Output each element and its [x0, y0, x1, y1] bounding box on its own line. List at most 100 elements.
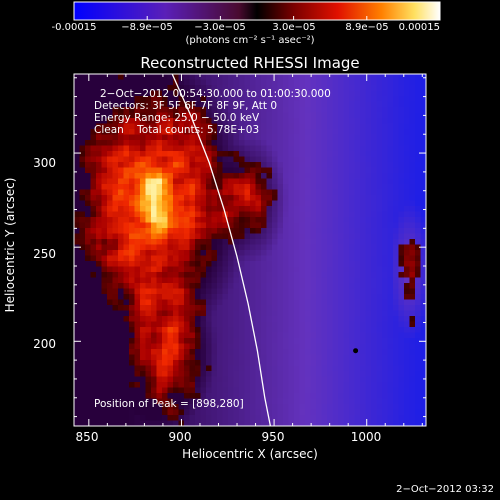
- heatmap-cell: [398, 266, 405, 273]
- heatmap-cell: [195, 211, 202, 218]
- heatmap-cell: [211, 404, 218, 411]
- heatmap-cell: [365, 321, 372, 328]
- heatmap-cell: [349, 107, 356, 114]
- heatmap-cell: [371, 96, 378, 103]
- heatmap-cell: [332, 354, 339, 361]
- heatmap-cell: [90, 354, 97, 361]
- heatmap-cell: [145, 184, 152, 191]
- heatmap-cell: [398, 250, 405, 257]
- heatmap-cell: [167, 217, 174, 224]
- heatmap-cell: [376, 360, 383, 367]
- heatmap-cell: [343, 200, 350, 207]
- heatmap-cell: [420, 321, 426, 328]
- heatmap-cell: [349, 272, 356, 279]
- heatmap-cell: [420, 217, 426, 224]
- heatmap-cell: [321, 200, 328, 207]
- heatmap-cell: [404, 420, 411, 426]
- heatmap-cell: [85, 338, 92, 345]
- heatmap-cell: [222, 305, 229, 312]
- heatmap-cell: [79, 338, 86, 345]
- heatmap-cell: [112, 349, 119, 356]
- heatmap-cell: [415, 354, 422, 361]
- heatmap-cell: [371, 316, 378, 323]
- heatmap-cell: [266, 228, 273, 235]
- heatmap-cell: [404, 145, 411, 152]
- heatmap-cell: [398, 305, 405, 312]
- heatmap-cell: [420, 305, 426, 312]
- heatmap-cell: [151, 85, 158, 92]
- heatmap-cell: [404, 415, 411, 422]
- heatmap-cell: [140, 85, 147, 92]
- heatmap-cell: [211, 343, 218, 350]
- heatmap-cell: [96, 123, 103, 130]
- heatmap-cell: [272, 145, 279, 152]
- heatmap-cell: [255, 189, 262, 196]
- heatmap-cell: [310, 233, 317, 240]
- heatmap-cell: [107, 283, 114, 290]
- heatmap-cell: [420, 415, 426, 422]
- heatmap-cell: [365, 123, 372, 130]
- heatmap-cell: [349, 354, 356, 361]
- heatmap-cell: [189, 343, 196, 350]
- heatmap-cell: [112, 129, 119, 136]
- heatmap-cell: [239, 217, 246, 224]
- heatmap-cell: [272, 310, 279, 317]
- heatmap-cell: [85, 266, 92, 273]
- heatmap-cell: [134, 294, 141, 301]
- heatmap-cell: [371, 101, 378, 108]
- heatmap-cell: [299, 360, 306, 367]
- heatmap-cell: [310, 250, 317, 257]
- heatmap-cell: [332, 195, 339, 202]
- heatmap-cell: [222, 332, 229, 339]
- heatmap-cell: [321, 151, 328, 158]
- heatmap-cell: [178, 184, 185, 191]
- heatmap-cell: [376, 222, 383, 229]
- heatmap-cell: [277, 107, 284, 114]
- heatmap-cell: [156, 200, 163, 207]
- heatmap-cell: [349, 360, 356, 367]
- heatmap-cell: [206, 140, 213, 147]
- heatmap-cell: [162, 112, 169, 119]
- heatmap-cell: [217, 305, 224, 312]
- heatmap-cell: [151, 184, 158, 191]
- heatmap-cell: [393, 354, 400, 361]
- heatmap-cell: [211, 74, 218, 81]
- heatmap-cell: [189, 96, 196, 103]
- heatmap-cell: [294, 327, 301, 334]
- heatmap-cell: [272, 321, 279, 328]
- heatmap-cell: [140, 382, 147, 389]
- heatmap-cell: [288, 222, 295, 229]
- heatmap-cell: [173, 272, 180, 279]
- heatmap-cell: [233, 321, 240, 328]
- heatmap-cell: [310, 316, 317, 323]
- heatmap-cell: [277, 140, 284, 147]
- heatmap-cell: [327, 178, 334, 185]
- heatmap-cell: [112, 239, 119, 246]
- heatmap-cell: [376, 415, 383, 422]
- heatmap-cell: [338, 189, 345, 196]
- heatmap-cell: [162, 167, 169, 174]
- heatmap-cell: [118, 404, 125, 411]
- heatmap-cell: [123, 250, 130, 257]
- heatmap-cell: [206, 239, 213, 246]
- heatmap-cell: [156, 211, 163, 218]
- heatmap-cell: [239, 244, 246, 251]
- heatmap-cell: [112, 261, 119, 268]
- heatmap-cell: [101, 387, 108, 394]
- heatmap-cell: [112, 338, 119, 345]
- heatmap-cell: [255, 217, 262, 224]
- heatmap-cell: [277, 404, 284, 411]
- heatmap-cell: [129, 398, 136, 405]
- heatmap-cell: [129, 261, 136, 268]
- heatmap-cell: [310, 398, 317, 405]
- heatmap-cell: [338, 85, 345, 92]
- heatmap-cell: [140, 349, 147, 356]
- heatmap-cell: [310, 145, 317, 152]
- heatmap-cell: [145, 189, 152, 196]
- heatmap-cell: [409, 261, 416, 268]
- heatmap-cell: [321, 365, 328, 372]
- heatmap-cell: [123, 305, 130, 312]
- heatmap-cell: [387, 349, 394, 356]
- heatmap-cell: [338, 393, 345, 400]
- heatmap-cell: [299, 420, 306, 426]
